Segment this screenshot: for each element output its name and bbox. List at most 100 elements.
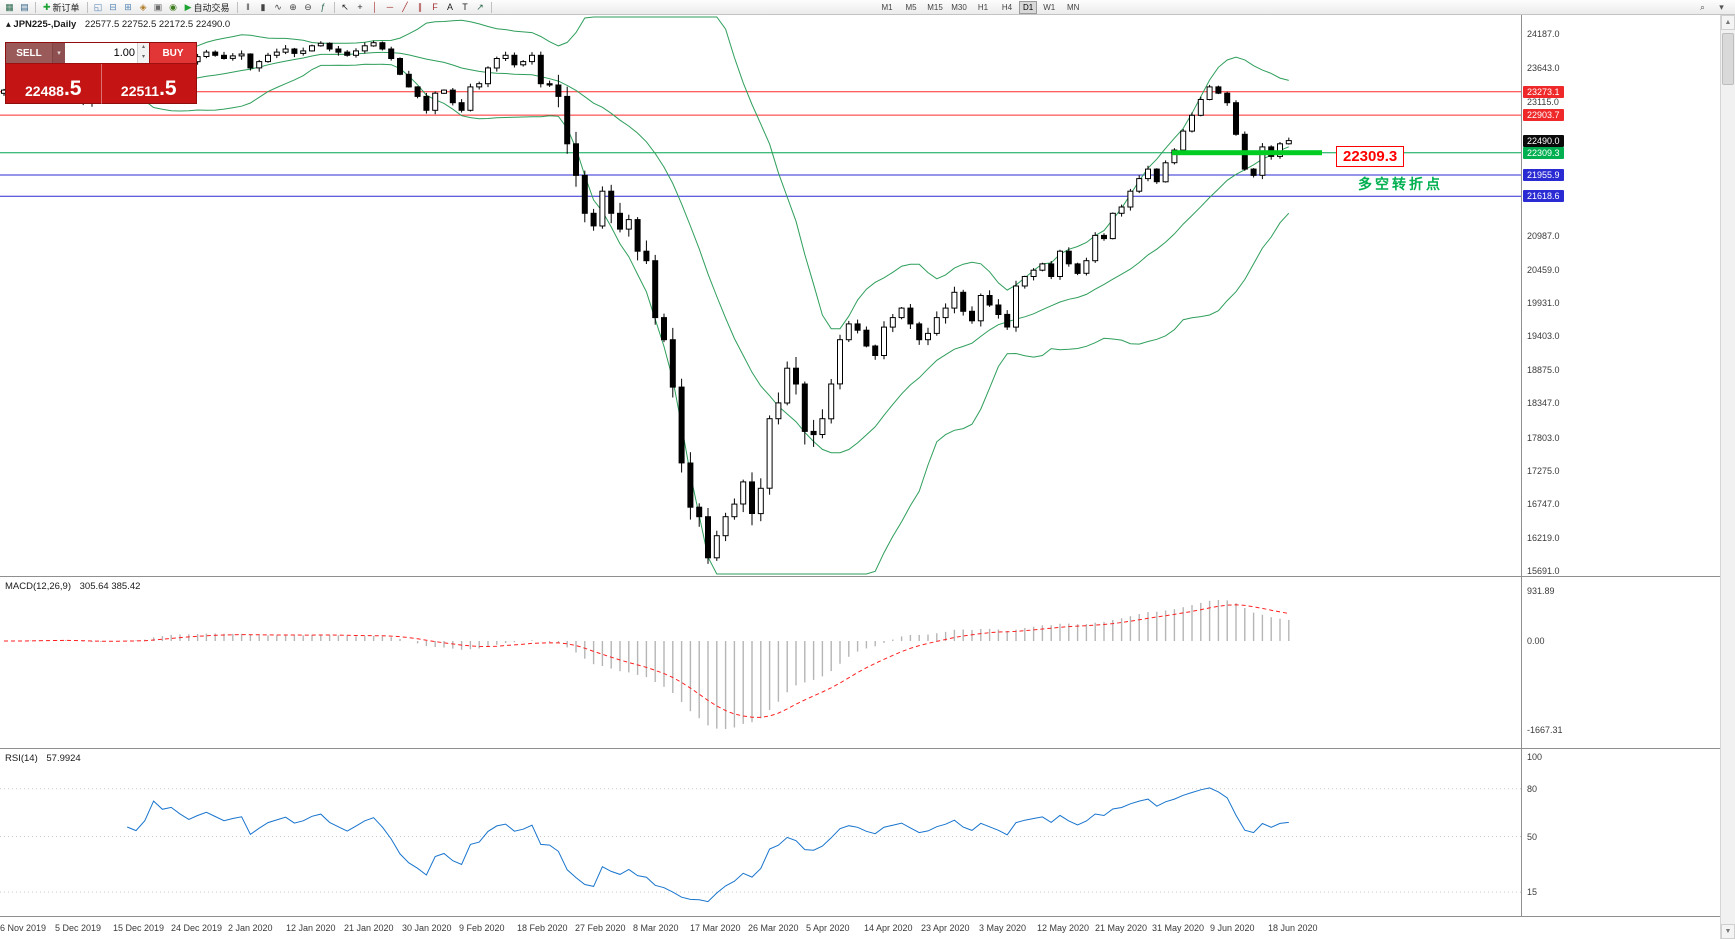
macd-header: MACD(12,26,9) 305.64 385.42 [5, 581, 140, 592]
volume-up-icon[interactable]: ▴ [138, 43, 149, 53]
timeframe-button-h4[interactable]: H4 [1001, 3, 1013, 12]
rsi-axis-label: 100 [1527, 752, 1543, 762]
vertical-scrollbar[interactable]: ▲ ▼ [1720, 15, 1735, 939]
date-axis-label: 27 Feb 2020 [575, 923, 626, 933]
volume-stepper: ▴ ▾ [137, 43, 149, 63]
timeframe-button-mn[interactable]: MN [1067, 3, 1080, 12]
date-axis-label: 5 Dec 2019 [55, 923, 102, 933]
new-order-button[interactable]: ✚ 新订单 [39, 1, 84, 14]
price-axis-label: 16747.0 [1527, 499, 1560, 509]
panel-splitter[interactable] [0, 748, 1721, 749]
timeframe-button-m1[interactable]: M1 [881, 3, 893, 12]
line-chart-icon[interactable]: ∿ [274, 1, 282, 12]
chart-title: ▴ JPN225-,Daily 22577.5 22752.5 22172.5 … [6, 19, 230, 30]
support-price-annotation[interactable]: 22309.3 [1336, 146, 1405, 167]
new-order-button-label: 新订单 [52, 2, 80, 13]
auto-trading-button-label: 自动交易 [193, 2, 230, 13]
scrollbar-thumb[interactable] [1722, 33, 1734, 85]
date-axis-label: 3 May 2020 [979, 923, 1027, 933]
arrow-tools-icon[interactable]: ↗ [476, 1, 484, 12]
tile-vertical-icon[interactable]: ⊞ [124, 1, 132, 12]
symbol-icon: ▴ [6, 19, 11, 30]
text-icon[interactable]: A [446, 1, 453, 12]
sell-dropdown-icon[interactable]: ▾ [52, 43, 65, 63]
panel-splitter[interactable] [0, 916, 1721, 917]
timeframe-button-h1[interactable]: H1 [977, 3, 989, 12]
macd-axis-label: -1667.31 [1527, 725, 1563, 735]
toolbar-separator [490, 1, 492, 13]
price-axis-label: 20459.0 [1527, 265, 1560, 275]
pivot-note-annotation[interactable]: 多空转折点 [1358, 176, 1443, 192]
toolbar-options-icon[interactable]: ▾ [1719, 2, 1724, 12]
price-axis[interactable]: 24187.0 23643.0 23273.1 23115.0 22903.7 22490… [1522, 0, 1720, 939]
timeframe-button-m15[interactable]: M15 [927, 3, 943, 12]
volume-down-icon[interactable]: ▾ [138, 53, 149, 63]
scroll-up-icon[interactable]: ▲ [1721, 15, 1735, 30]
price-axis-label: 20987.0 [1527, 231, 1560, 241]
fibonacci-icon[interactable]: F [432, 1, 438, 12]
rsi-value: 57.9924 [46, 753, 81, 764]
date-axis-label: 12 May 2020 [1037, 923, 1090, 933]
timeframe-button-m30[interactable]: M30 [951, 3, 967, 12]
tile-horizontal-icon[interactable]: ⊟ [109, 1, 117, 12]
timeframe-button-w1[interactable]: W1 [1043, 3, 1056, 12]
date-axis-label: 6 Nov 2019 [0, 923, 47, 933]
bar-chart-icon[interactable]: ‖ [246, 1, 250, 12]
candlestick-chart-icon[interactable]: ▮ [260, 1, 266, 12]
macd-values: 305.64 385.42 [79, 581, 141, 592]
price-axis-label: 15691.0 [1527, 566, 1560, 576]
text-label-icon[interactable]: T [462, 1, 468, 12]
date-axis-label: 21 May 2020 [1095, 923, 1148, 933]
rsi-axis-label: 50 [1527, 832, 1538, 842]
channel-icon[interactable]: ∥ [417, 1, 423, 12]
volume-input[interactable] [65, 47, 137, 59]
search-icon[interactable]: ⌕ [1699, 2, 1706, 12]
auto-trading-button-icon: ▶ [184, 1, 192, 12]
sell-price[interactable]: 22488 .5 [6, 64, 102, 104]
date-axis-label: 9 Feb 2020 [459, 923, 505, 933]
zoom-in-icon[interactable]: ⊕ [289, 1, 297, 12]
macd-axis-label: 931.89 [1527, 586, 1555, 596]
date-axis-label: 30 Jan 2020 [402, 923, 452, 933]
auto-trading-button[interactable]: ▶ 自动交易 [181, 1, 234, 14]
buy-price[interactable]: 22511 .5 [102, 64, 197, 104]
zoom-out-icon[interactable]: ⊖ [304, 1, 312, 12]
strategy-tester-icon[interactable]: ◉ [169, 1, 177, 12]
timeframe-button-d1[interactable]: D1 [1019, 1, 1038, 14]
window-cascade-icon[interactable]: ◱ [93, 1, 103, 12]
terminal-icon[interactable]: ▣ [153, 1, 163, 12]
scroll-down-icon[interactable]: ▼ [1721, 924, 1735, 939]
date-axis[interactable]: 6 Nov 2019 5 Dec 2019 15 Dec 2019 24 Dec 20… [0, 918, 1721, 939]
macd-axis-label: 0.00 [1527, 636, 1545, 646]
horizontal-line-icon[interactable]: ─ [386, 1, 394, 12]
symbol-ohlc-values: 22577.5 22752.5 22172.5 22490.0 [84, 19, 231, 30]
rsi-axis-label: 15 [1527, 887, 1538, 897]
toolbar-separator [236, 1, 238, 13]
price-axis-label: 19931.0 [1527, 298, 1560, 308]
crosshair-icon[interactable]: + [357, 1, 363, 12]
panel-splitter[interactable] [0, 576, 1721, 577]
timeframe-button-m5[interactable]: M5 [905, 3, 917, 12]
new-chart-icon[interactable]: ▦ [5, 1, 14, 12]
line-price-label: 22903.7 [1523, 109, 1564, 121]
date-axis-label: 21 Jan 2020 [344, 923, 394, 933]
line-price-label: 21955.9 [1523, 169, 1564, 181]
buy-button[interactable]: BUY [149, 43, 196, 63]
sell-price-frac: .5 [63, 77, 82, 100]
cursor-icon[interactable]: ↖ [341, 1, 349, 12]
trendline-icon[interactable]: ╱ [402, 1, 408, 12]
market-watch-icon[interactable]: ▤ [20, 1, 29, 12]
toolbar-icon-group: ▦ ▤ ✚ 新订单 ◱ ⊟ ⊞ ◈ ▣ ◉ ▶ 自动交易 ‖ ▮ ∿ ⊕ ⊖ ƒ ↖ + │ ─ ╱ ∥ F A T ↗ [2, 1, 495, 14]
sell-button[interactable]: SELL [6, 43, 52, 63]
rsi-title: RSI(14) [5, 753, 38, 764]
date-axis-label: 17 Mar 2020 [690, 923, 741, 933]
indicators-icon[interactable]: ƒ [320, 1, 326, 12]
vertical-line-icon[interactable]: │ [372, 1, 378, 12]
navigator-icon[interactable]: ◈ [139, 1, 147, 12]
current-price-label: 22490.0 [1523, 135, 1564, 147]
line-price-label: 23273.1 [1523, 86, 1564, 98]
volume-field: ▴ ▾ [65, 43, 149, 63]
date-axis-label: 18 Jun 2020 [1268, 923, 1318, 933]
